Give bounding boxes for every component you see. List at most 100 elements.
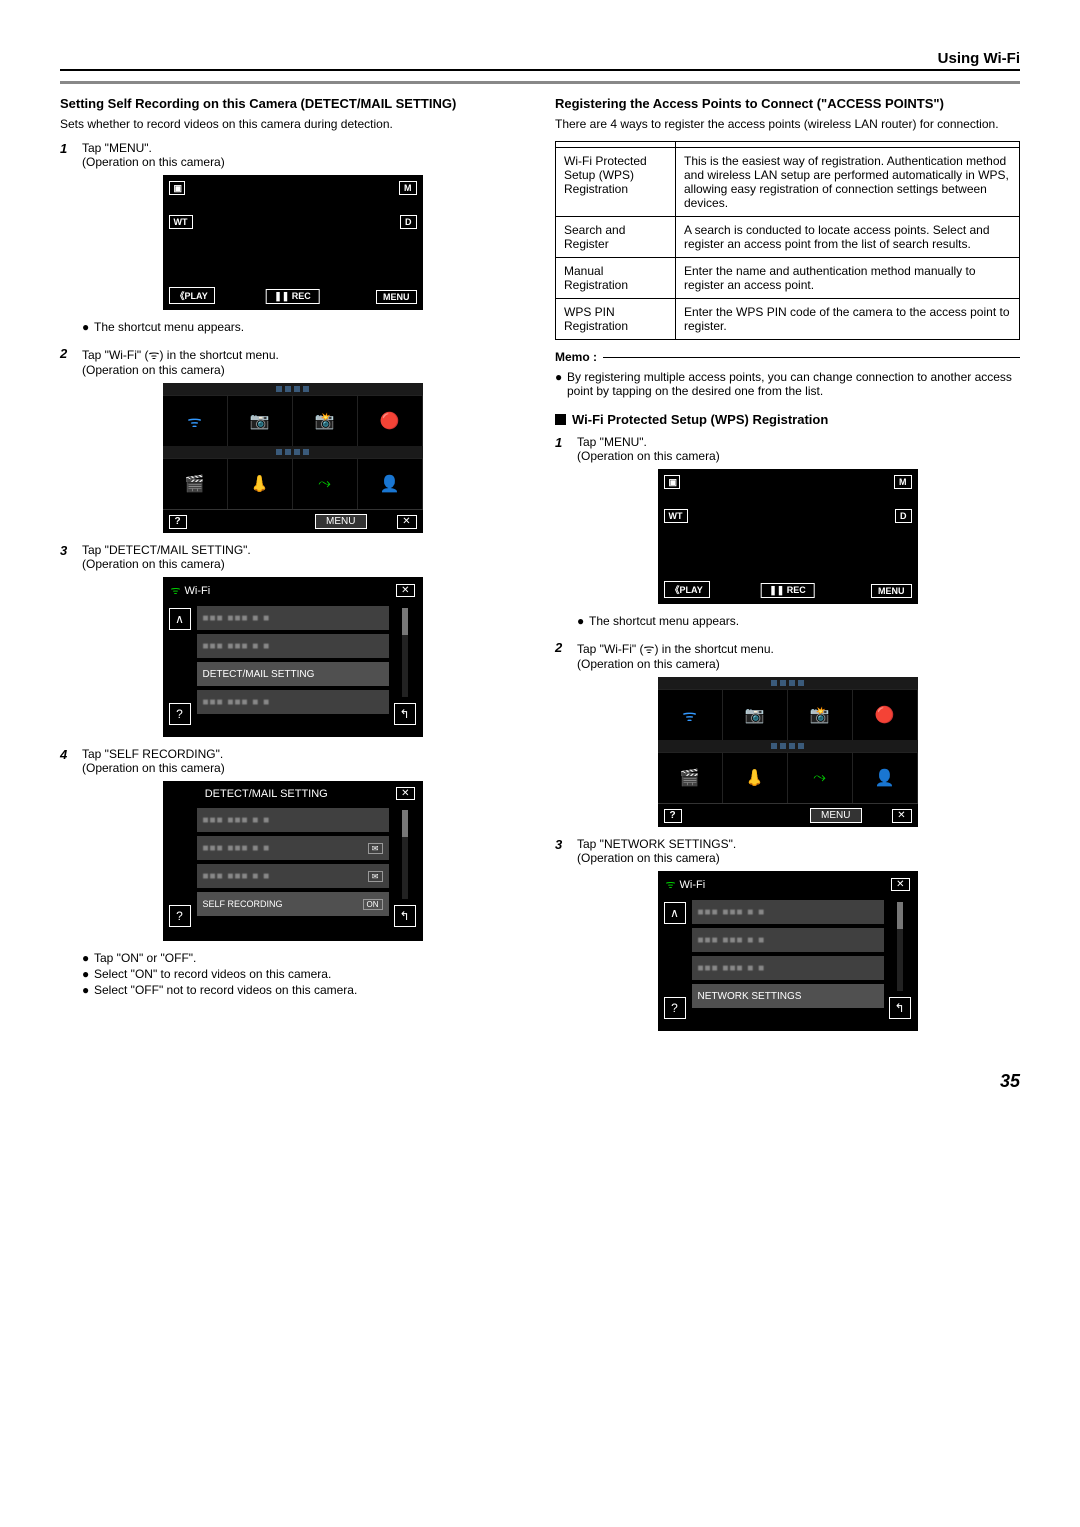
list-item[interactable]: ■■■ ■■■ ■ ■ <box>692 928 884 952</box>
table-cell: A search is conducted to locate access p… <box>676 217 1020 258</box>
close-button[interactable]: ✕ <box>397 515 417 529</box>
table-row: WPS PIN RegistrationEnter the WPS PIN co… <box>556 299 1020 340</box>
m-button[interactable]: M <box>894 475 912 489</box>
help-button[interactable]: ? <box>664 809 682 823</box>
page-number: 35 <box>60 1071 1020 1092</box>
table-row: Wi-Fi Protected Setup (WPS) Registration… <box>556 148 1020 217</box>
list-item[interactable]: ■■■ ■■■ ■ ■ <box>197 606 389 630</box>
intro-text: Sets whether to record videos on this ca… <box>60 117 525 131</box>
play-button[interactable]: PLAY <box>169 287 215 304</box>
shortcut-icon[interactable]: 📸 <box>293 396 358 446</box>
shortcut-icon[interactable]: 🎬 <box>658 753 723 803</box>
list-item[interactable]: ■■■ ■■■ ■ ■ <box>197 634 389 658</box>
shortcut-icon[interactable]: 📷 <box>228 396 293 446</box>
back-button[interactable]: ↰ <box>394 905 416 927</box>
divider <box>60 81 1020 84</box>
list-title: DETECT/MAIL SETTING <box>205 788 328 800</box>
table-cell: Enter the WPS PIN code of the camera to … <box>676 299 1020 340</box>
help-button[interactable]: ? <box>169 703 191 725</box>
wifi-icon: ᯤ <box>171 583 181 598</box>
shortcut-icon[interactable]: 🔴 <box>853 690 918 740</box>
image-icon: ▣ <box>664 475 680 489</box>
step-number: 2 <box>60 346 82 377</box>
shortcut-icon[interactable]: 🎬 <box>163 459 228 509</box>
d-button[interactable]: D <box>895 509 912 523</box>
camera-lcd-network-list: ᯤ Wi-Fi ✕ ∧ ? ■■■ ■■■ ■ ■ ■■■ ■■■ ■ ■ ■■… <box>658 871 918 1031</box>
table-cell: Manual Registration <box>556 258 676 299</box>
shortcut-icon[interactable]: 👤 <box>358 459 423 509</box>
right-column: Registering the Access Points to Connect… <box>555 96 1020 1041</box>
bullet-list: ●The shortcut menu appears. <box>82 320 525 334</box>
shortcut-icon[interactable]: 📸 <box>788 690 853 740</box>
step: 2 Tap "Wi-Fi" (ᯤ) in the shortcut menu. … <box>555 640 1020 671</box>
menu-button[interactable]: MENU <box>315 514 366 529</box>
table-cell: Enter the name and authentication method… <box>676 258 1020 299</box>
step-text: Tap "MENU". <box>82 141 525 155</box>
table-cell: Wi-Fi Protected Setup (WPS) Registration <box>556 148 676 217</box>
list-item[interactable]: ■■■ ■■■ ■ ■ <box>197 808 389 832</box>
wifi-icon[interactable]: ᯤ <box>163 396 228 446</box>
registration-table: Wi-Fi Protected Setup (WPS) Registration… <box>555 141 1020 340</box>
step-subtext: (Operation on this camera) <box>577 851 1020 865</box>
wt-button[interactable]: WT <box>169 215 193 229</box>
bullet-text: Select "ON" to record videos on this cam… <box>94 967 331 981</box>
up-button[interactable]: ∧ <box>664 902 686 924</box>
up-button[interactable]: ∧ <box>169 608 191 630</box>
play-button[interactable]: PLAY <box>664 581 710 598</box>
camera-lcd-shortcut: ᯤ 📷 📸 🔴 🎬 👃 ⤳ 👤 ? MENU ✕ <box>163 383 423 533</box>
scrollbar[interactable] <box>897 902 903 991</box>
close-button[interactable]: ✕ <box>892 809 912 823</box>
step-text: Tap "MENU". <box>577 435 1020 449</box>
close-button[interactable]: ✕ <box>396 584 414 597</box>
scrollbar[interactable] <box>402 608 408 697</box>
wt-button[interactable]: WT <box>664 509 688 523</box>
step: 3 Tap "DETECT/MAIL SETTING". (Operation … <box>60 543 525 571</box>
list-item[interactable]: ■■■ ■■■ ■ ■✉ <box>197 836 389 860</box>
image-icon: ▣ <box>169 181 185 195</box>
list-item[interactable]: ■■■ ■■■ ■ ■ <box>692 956 884 980</box>
square-bullet-icon <box>555 414 566 425</box>
shortcut-icon[interactable]: ⤳ <box>788 753 853 803</box>
section-title: Setting Self Recording on this Camera (D… <box>60 96 525 111</box>
d-button[interactable]: D <box>400 215 417 229</box>
table-cell: This is the easiest way of registration.… <box>676 148 1020 217</box>
subsection-title: Wi-Fi Protected Setup (WPS) Registration <box>572 412 828 427</box>
menu-button[interactable]: MENU <box>810 808 861 823</box>
shortcut-icon[interactable]: 🔴 <box>358 396 423 446</box>
on-badge: ON <box>363 899 383 910</box>
help-button[interactable]: ? <box>169 515 187 529</box>
help-button[interactable]: ? <box>169 905 191 927</box>
rec-button[interactable]: REC <box>265 289 320 304</box>
bullet-text: By registering multiple access points, y… <box>567 370 1020 398</box>
rec-button[interactable]: REC <box>760 583 815 598</box>
help-button[interactable]: ? <box>664 997 686 1019</box>
mail-icon: ✉ <box>368 843 383 854</box>
list-item-highlight[interactable]: SELF RECORDINGON <box>197 892 389 916</box>
list-item-highlight[interactable]: NETWORK SETTINGS <box>692 984 884 1008</box>
scrollbar[interactable] <box>402 810 408 899</box>
step-text: Tap "DETECT/MAIL SETTING". <box>82 543 525 557</box>
back-button[interactable]: ↰ <box>889 997 911 1019</box>
close-button[interactable]: ✕ <box>891 878 909 891</box>
step-number: 1 <box>555 435 577 463</box>
list-item[interactable]: ■■■ ■■■ ■ ■ <box>197 690 389 714</box>
camera-lcd-menu: ▣ M WT D PLAY REC MENU <box>658 469 918 604</box>
list-title: Wi-Fi <box>680 879 706 891</box>
list-item-highlight[interactable]: DETECT/MAIL SETTING <box>197 662 389 686</box>
m-button[interactable]: M <box>399 181 417 195</box>
close-button[interactable]: ✕ <box>396 787 414 800</box>
wifi-icon[interactable]: ᯤ <box>658 690 723 740</box>
shortcut-icon[interactable]: 👃 <box>228 459 293 509</box>
wifi-icon: ᯤ <box>666 877 676 892</box>
two-column-layout: Setting Self Recording on this Camera (D… <box>60 96 1020 1041</box>
back-button[interactable]: ↰ <box>394 703 416 725</box>
shortcut-icon[interactable]: 👤 <box>853 753 918 803</box>
shortcut-icon[interactable]: ⤳ <box>293 459 358 509</box>
menu-button[interactable]: MENU <box>376 290 417 304</box>
shortcut-icon[interactable]: 📷 <box>723 690 788 740</box>
menu-button[interactable]: MENU <box>871 584 912 598</box>
list-item[interactable]: ■■■ ■■■ ■ ■✉ <box>197 864 389 888</box>
list-item[interactable]: ■■■ ■■■ ■ ■ <box>692 900 884 924</box>
shortcut-icon[interactable]: 👃 <box>723 753 788 803</box>
step-text: Tap "SELF RECORDING". <box>82 747 525 761</box>
